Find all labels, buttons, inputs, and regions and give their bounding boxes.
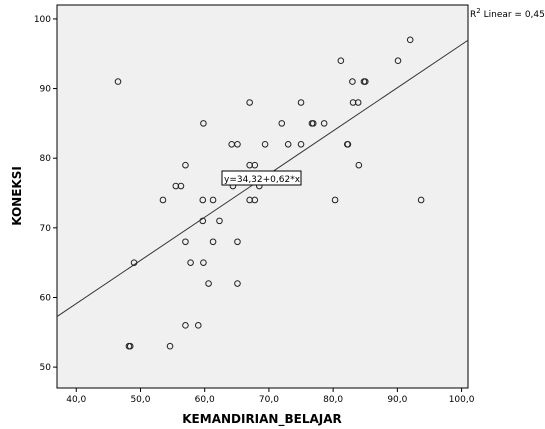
x-axis-label: KEMANDIRIAN_BELAJAR	[182, 412, 342, 427]
data-point	[278, 120, 286, 127]
data-point	[234, 140, 241, 148]
data-point	[114, 78, 122, 85]
data-point	[126, 342, 134, 350]
data-point	[417, 196, 425, 204]
data-point	[187, 259, 194, 266]
y-tick-labels: 50 60 70 80 90 100	[34, 15, 51, 373]
data-point	[159, 196, 167, 204]
data-point	[182, 322, 189, 329]
y-tick-label: 90	[40, 85, 52, 95]
data-point	[297, 99, 305, 106]
data-point	[234, 280, 241, 287]
data-point	[354, 99, 362, 106]
r2-label: R2 Linear = 0,452	[470, 7, 545, 20]
data-point	[309, 120, 317, 127]
plot-area	[56, 4, 469, 389]
x-tick-label: 40,0	[66, 395, 86, 405]
data-point	[205, 280, 212, 287]
data-point	[200, 259, 207, 266]
data-point	[182, 161, 189, 169]
data-point	[216, 217, 223, 225]
data-point	[261, 140, 269, 148]
data-point	[209, 238, 217, 246]
data-point	[349, 78, 356, 85]
data-point	[406, 36, 414, 44]
y-tick-label: 70	[40, 224, 52, 234]
data-point	[182, 238, 189, 246]
data-point	[209, 196, 217, 204]
equation-text: y=34,32+0,62*x	[224, 175, 301, 185]
axis-ticks	[53, 18, 463, 392]
y-axis-label: KONEKSI	[10, 166, 24, 226]
data-point	[331, 196, 339, 204]
y-tick-label: 80	[40, 154, 52, 164]
x-tick-label: 70,0	[259, 395, 279, 405]
x-tick-labels: 40,0 50,0 60,0 70,0 80,0 90,0 100,0	[66, 395, 474, 405]
data-point	[355, 161, 363, 169]
data-point	[200, 120, 207, 127]
data-point	[177, 182, 185, 190]
y-tick-label: 60	[40, 293, 52, 303]
data-point	[199, 196, 207, 204]
data-point	[166, 342, 174, 350]
x-tick-label: 100,0	[449, 395, 475, 405]
y-tick-label: 100	[34, 15, 51, 25]
y-tick-label: 50	[40, 363, 52, 373]
data-point	[284, 140, 292, 148]
data-point	[194, 322, 202, 329]
data-point	[297, 140, 305, 148]
equation-label: y=34,32+0,62*x	[221, 170, 302, 186]
data-point	[344, 140, 352, 148]
data-point	[246, 99, 253, 106]
x-tick-label: 60,0	[195, 395, 215, 405]
data-points	[114, 36, 425, 350]
data-point	[251, 196, 259, 204]
x-tick-label: 80,0	[323, 395, 343, 405]
data-point	[251, 161, 259, 169]
data-point	[361, 78, 369, 85]
data-point	[130, 259, 138, 266]
data-point	[199, 217, 207, 225]
x-tick-label: 90,0	[387, 395, 407, 405]
data-point	[394, 57, 402, 65]
data-point	[320, 120, 328, 127]
x-tick-label: 50,0	[130, 395, 150, 405]
data-point	[337, 57, 345, 65]
data-point	[234, 238, 241, 246]
